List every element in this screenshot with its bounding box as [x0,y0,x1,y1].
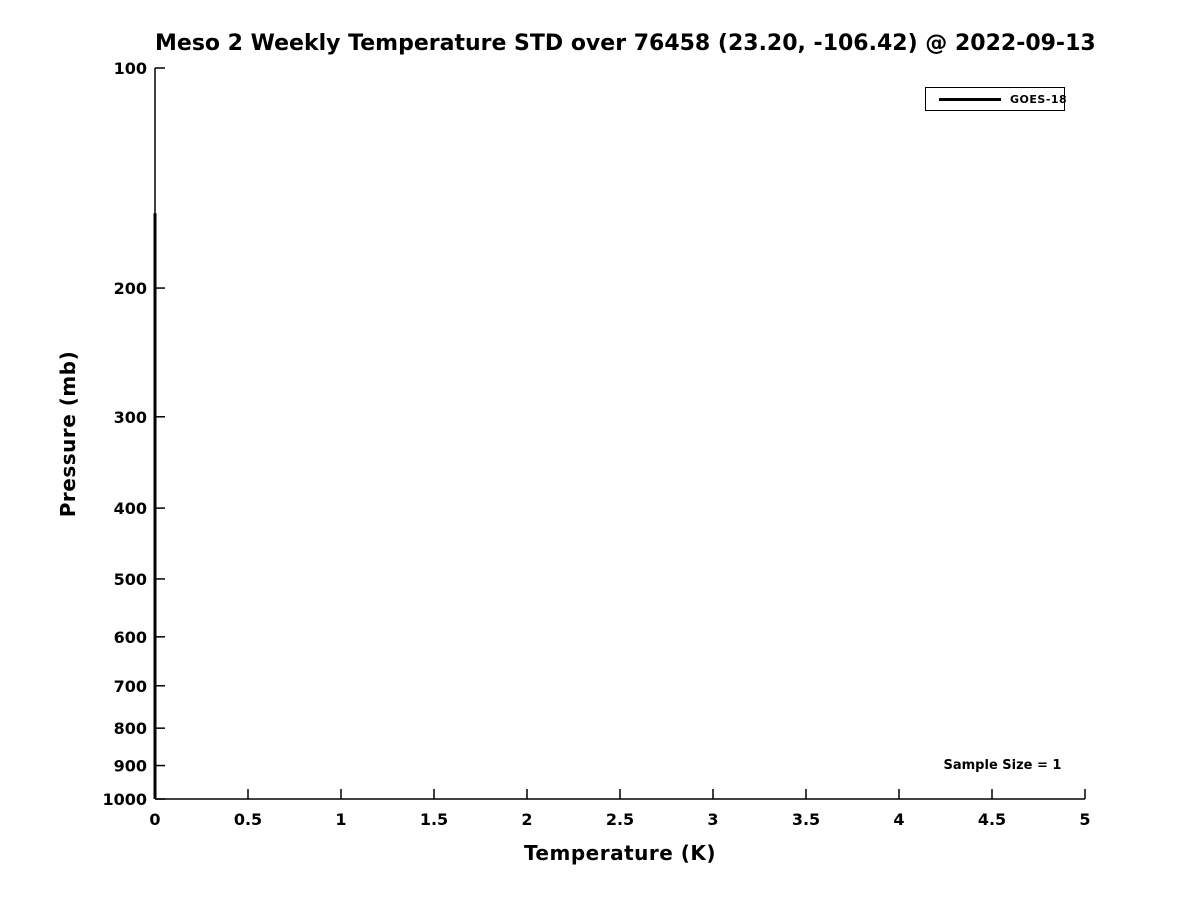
legend-line-sample-icon [939,97,1001,101]
y-axis-label-text: Pressure (mb) [56,350,80,518]
x-tick-label: 4 [893,810,904,829]
x-tick-label: 5 [1079,810,1090,829]
y-tick-label: 100 [114,59,147,78]
y-tick-label: 700 [114,677,147,696]
x-tick-label: 0.5 [234,810,262,829]
chart-title: Meso 2 Weekly Temperature STD over 76458… [155,31,1096,56]
x-tick-label: 1.5 [420,810,448,829]
y-tick-label: 600 [114,628,147,647]
x-axis-label: Temperature (K) [523,841,717,865]
sample-size-annotation: Sample Size = 1 [943,758,1062,773]
x-tick-label: 3.5 [792,810,820,829]
x-tick-label: 2 [521,810,532,829]
x-tick-label: 1 [335,810,346,829]
y-tick-label: 300 [114,408,147,427]
y-tick-label: 800 [114,719,147,738]
y-tick-label: 1000 [102,790,147,809]
x-tick-label: 3 [707,810,718,829]
y-tick-label: 400 [114,499,147,518]
x-tick-label: 2.5 [606,810,634,829]
x-tick-label: 4.5 [978,810,1006,829]
y-tick-label: 200 [114,279,147,298]
legend-entry-label: GOES-18 [1010,92,1068,106]
legend: GOES-18 [925,87,1068,111]
y-tick-label: 500 [114,570,147,589]
y-tick-label: 900 [114,757,147,776]
x-tick-label: 0 [149,810,160,829]
